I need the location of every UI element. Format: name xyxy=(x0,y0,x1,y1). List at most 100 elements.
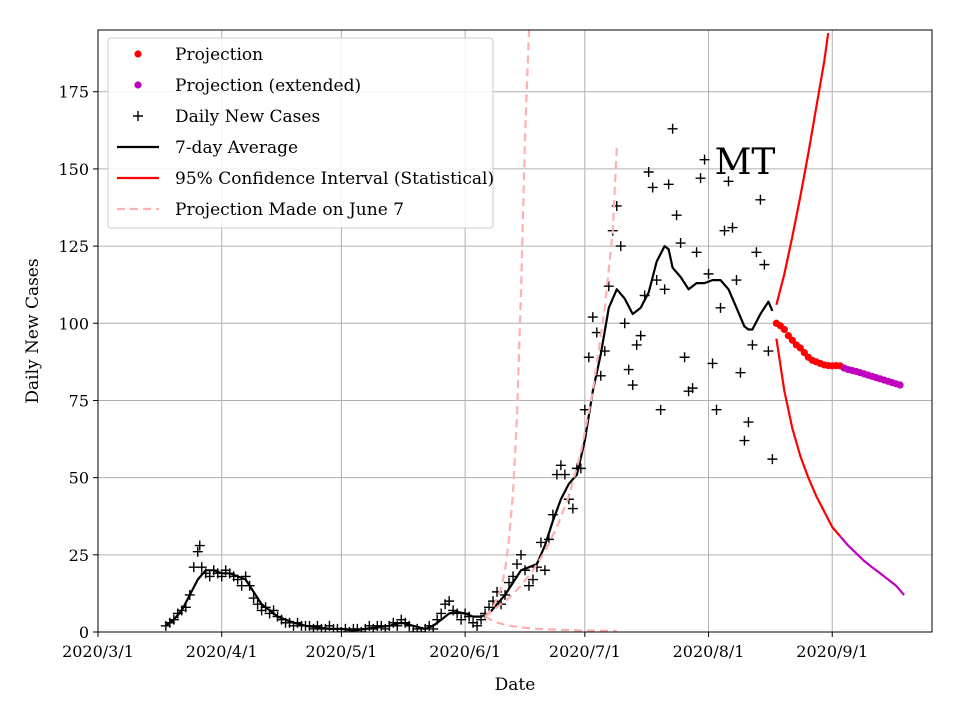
daily-case-point xyxy=(567,503,578,514)
legend-swatch xyxy=(134,50,142,58)
daily-case-point xyxy=(651,275,662,286)
daily-case-point xyxy=(196,562,207,573)
y-tick-label: 0 xyxy=(79,623,89,642)
daily-case-point xyxy=(755,194,766,205)
daily-case-point xyxy=(695,173,706,184)
y-tick-label: 75 xyxy=(69,391,89,410)
daily-case-point xyxy=(511,559,522,570)
projection-made-on-june-7-lower-line xyxy=(484,615,617,632)
daily-case-point xyxy=(615,241,626,252)
legend-label: Projection Made on June 7 xyxy=(175,200,404,220)
y-tick-label: 50 xyxy=(69,469,89,488)
daily-case-point xyxy=(555,460,566,471)
daily-case-point xyxy=(647,182,658,193)
legend-item-7-day-average: 7-day Average xyxy=(117,138,298,158)
daily-case-point xyxy=(723,176,734,187)
daily-case-point xyxy=(703,268,714,279)
daily-case-point xyxy=(559,469,570,480)
daily-case-point xyxy=(627,380,638,391)
daily-case-point xyxy=(767,454,778,465)
projection-made-on-june-7-upper-line xyxy=(484,30,531,618)
daily-case-point xyxy=(675,238,686,249)
daily-case-point xyxy=(763,346,774,357)
daily-case-point xyxy=(687,383,698,394)
daily-case-point xyxy=(635,330,646,341)
daily-case-point xyxy=(667,123,678,134)
daily-case-point xyxy=(679,352,690,363)
y-tick-label: 125 xyxy=(58,237,89,256)
daily-case-point xyxy=(619,318,630,329)
daily-case-point xyxy=(707,358,718,369)
daily-case-point xyxy=(192,546,203,557)
daily-case-point xyxy=(735,367,746,378)
x-tick-label: 2020/4/1 xyxy=(186,642,258,661)
daily-case-point xyxy=(631,339,642,350)
projection-made-on-june-7-middle-line xyxy=(484,147,618,618)
daily-case-point xyxy=(659,284,670,295)
daily-case-point xyxy=(527,574,538,585)
daily-case-point xyxy=(523,580,534,591)
daily-case-point xyxy=(595,370,606,381)
daily-case-point xyxy=(587,312,598,323)
7-day-average-line xyxy=(165,245,774,632)
daily-case-point xyxy=(535,537,546,548)
x-tick-label: 2020/5/1 xyxy=(305,642,377,661)
state-annotation: MT xyxy=(715,142,776,183)
x-axis-label: Date xyxy=(495,675,536,695)
daily-case-point xyxy=(392,620,403,631)
daily-case-point xyxy=(691,247,702,258)
projection-point xyxy=(780,325,788,334)
legend-label: Projection xyxy=(175,45,263,65)
legend-swatch xyxy=(134,81,142,89)
95-confidence-interval-statistical-upper-line xyxy=(775,32,830,306)
daily-case-point xyxy=(715,302,726,313)
legend-label: Daily New Cases xyxy=(175,107,320,127)
x-tick-label: 2020/9/1 xyxy=(796,642,868,661)
daily-case-point xyxy=(515,549,526,560)
daily-case-point xyxy=(603,281,614,292)
daily-case-point xyxy=(444,596,455,607)
x-tick-label: 2020/7/1 xyxy=(549,642,621,661)
y-tick-label: 150 xyxy=(58,160,89,179)
series-layer xyxy=(160,30,905,632)
legend-label: 95% Confidence Interval (Statistical) xyxy=(175,169,494,189)
axes: 2020/3/1 2020/4/1 2020/5/1 2020/6/1 2020/7/1… xyxy=(58,83,868,661)
daily-case-point xyxy=(456,614,467,625)
daily-case-point xyxy=(194,540,205,551)
y-tick-label: 100 xyxy=(58,314,89,333)
legend-item-95-confidence-interval-statistical: 95% Confidence Interval (Statistical) xyxy=(117,169,494,189)
daily-case-point xyxy=(719,225,730,236)
daily-case-point xyxy=(583,352,594,363)
daily-case-point xyxy=(743,417,754,428)
legend-item-projection-made-on-june-7: Projection Made on June 7 xyxy=(117,200,404,220)
projection-extended-point xyxy=(896,381,904,389)
x-tick-label: 2020/3/1 xyxy=(62,642,134,661)
daily-case-point xyxy=(747,339,758,350)
daily-case-point xyxy=(671,210,682,221)
y-tick-label: 175 xyxy=(58,83,89,102)
95-confidence-interval-statistical-lower-line xyxy=(775,338,842,538)
daily-case-point xyxy=(539,565,550,576)
daily-case-point xyxy=(759,259,770,270)
daily-case-point xyxy=(663,179,674,190)
daily-case-point xyxy=(711,404,722,415)
daily-case-point xyxy=(731,275,742,286)
y-axis-label: Daily New Cases xyxy=(23,258,43,403)
daily-case-point xyxy=(643,167,654,178)
daily-case-point xyxy=(623,364,634,375)
daily-case-point xyxy=(727,222,738,233)
legend-label: 7-day Average xyxy=(175,138,298,158)
legend-swatch xyxy=(133,111,143,121)
legend-item-projection: Projection xyxy=(134,45,263,65)
plot-frame xyxy=(97,29,933,633)
95-confidence-interval-extended-lower-line xyxy=(839,535,905,596)
x-tick-label: 2020/8/1 xyxy=(673,642,745,661)
grid xyxy=(97,30,932,633)
x-tick-label: 2020/6/1 xyxy=(429,642,501,661)
daily-case-point xyxy=(436,608,447,619)
daily-case-point xyxy=(739,435,750,446)
legend: Projection Projection (extended) Daily New… xyxy=(107,37,494,229)
daily-case-point xyxy=(699,154,710,165)
